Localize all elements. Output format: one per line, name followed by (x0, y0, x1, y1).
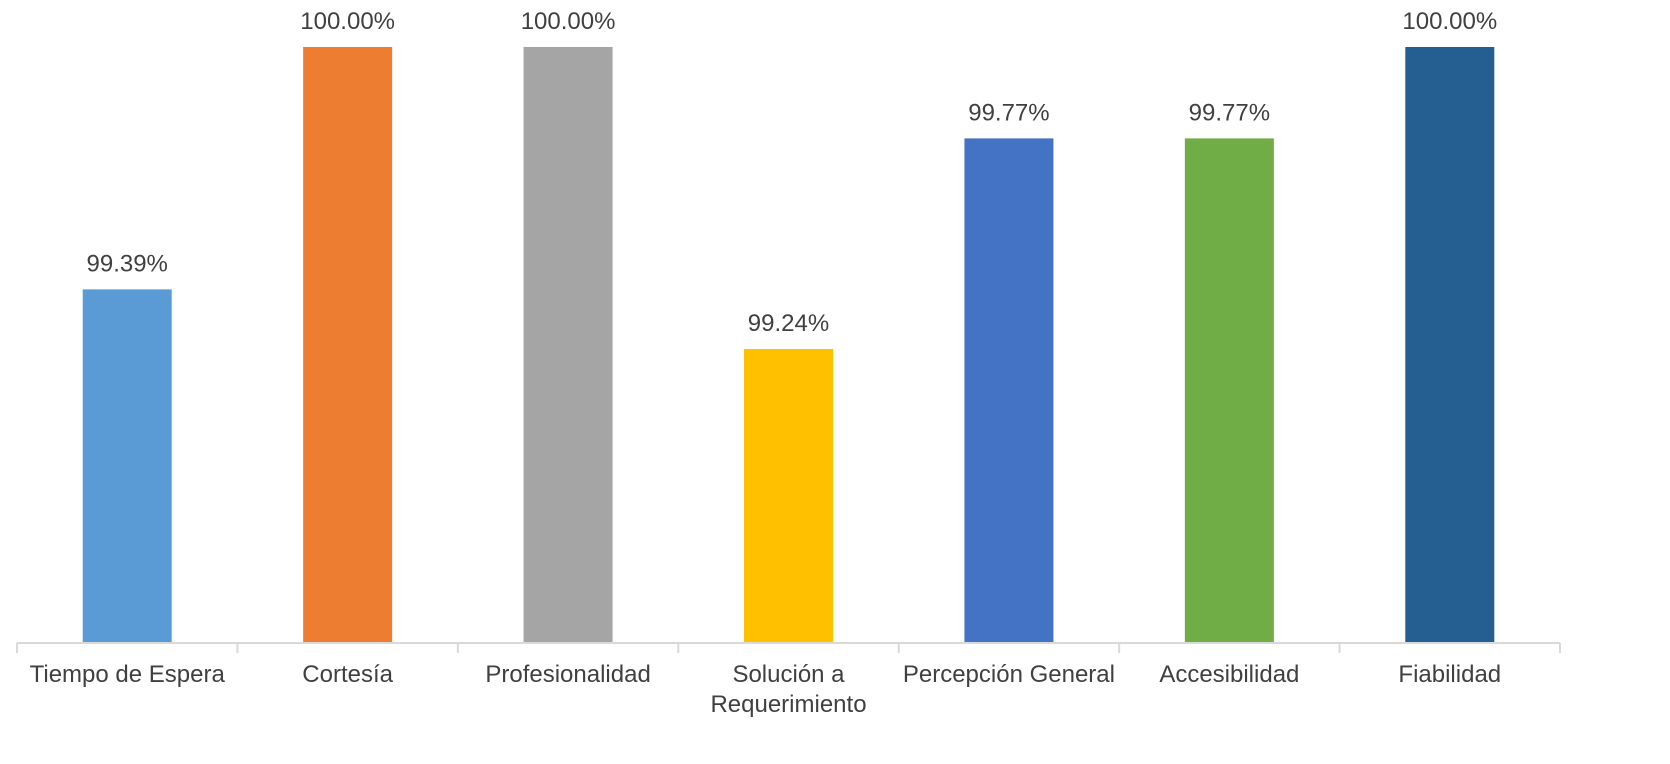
data-labels-group: 99.39% 100.00% 100.00% 99.24% 99.77% 99.77% 10… (87, 8, 1498, 337)
category-label-line: Fiabilidad (1398, 661, 1501, 688)
data-label: 100.00% (1402, 8, 1497, 35)
category-label: Solución a Requerimiento (710, 661, 866, 718)
bar (82, 289, 172, 643)
category-label: Tiempo de Espera (30, 661, 226, 688)
data-label: 99.24% (748, 310, 829, 337)
category-labels-group: Tiempo de Espera Cortesía Profesionalidad S… (30, 661, 1502, 718)
bar (1405, 47, 1495, 643)
bars-group (82, 47, 1495, 644)
category-label: Cortesía (302, 661, 393, 688)
x-axis-ticks (16, 643, 1561, 653)
bar (964, 138, 1054, 644)
data-label: 99.77% (968, 99, 1049, 126)
category-label-line: Requerimiento (710, 691, 866, 718)
bar (744, 348, 833, 643)
data-label: 99.77% (1189, 99, 1270, 126)
category-label-line: Cortesía (302, 661, 393, 688)
category-label-line: Accesibilidad (1159, 661, 1299, 688)
data-label: 100.00% (300, 8, 395, 35)
bar (523, 47, 613, 643)
bar (303, 47, 393, 643)
category-label-line: Percepción General (903, 661, 1115, 688)
category-label-line: Profesionalidad (485, 661, 650, 688)
category-label: Accesibilidad (1159, 661, 1299, 688)
bar (1184, 138, 1274, 644)
category-label: Profesionalidad (485, 661, 650, 688)
data-label: 100.00% (521, 8, 616, 35)
data-label: 99.39% (87, 250, 168, 277)
category-label-line: Tiempo de Espera (30, 661, 226, 688)
category-label: Percepción General (903, 661, 1115, 688)
category-label-line: Solución a (732, 661, 845, 688)
category-label: Fiabilidad (1398, 661, 1501, 688)
